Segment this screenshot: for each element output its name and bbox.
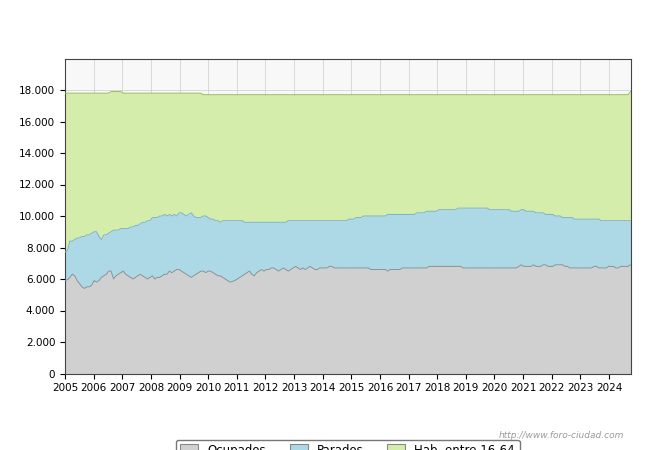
Text: http://www.foro-ciudad.com: http://www.foro-ciudad.com	[499, 431, 624, 440]
Text: Camas - Evolucion de la poblacion en edad de Trabajar Septiembre de 2024: Camas - Evolucion de la poblacion en eda…	[82, 21, 568, 33]
Legend: Ocupados, Parados, Hab. entre 16-64: Ocupados, Parados, Hab. entre 16-64	[176, 440, 520, 450]
